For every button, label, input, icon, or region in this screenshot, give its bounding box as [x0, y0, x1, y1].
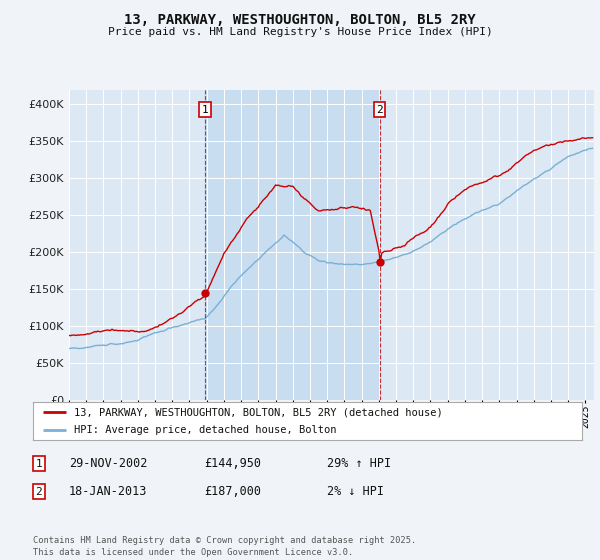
Text: 2% ↓ HPI: 2% ↓ HPI [327, 485, 384, 498]
Text: £187,000: £187,000 [204, 485, 261, 498]
Text: 18-JAN-2013: 18-JAN-2013 [69, 485, 148, 498]
Text: Price paid vs. HM Land Registry's House Price Index (HPI): Price paid vs. HM Land Registry's House … [107, 27, 493, 37]
Text: 13, PARKWAY, WESTHOUGHTON, BOLTON, BL5 2RY (detached house): 13, PARKWAY, WESTHOUGHTON, BOLTON, BL5 2… [74, 407, 443, 417]
Text: 1: 1 [202, 105, 209, 115]
Text: 1: 1 [35, 459, 43, 469]
Text: 13, PARKWAY, WESTHOUGHTON, BOLTON, BL5 2RY: 13, PARKWAY, WESTHOUGHTON, BOLTON, BL5 2… [124, 13, 476, 27]
Text: 2: 2 [376, 105, 383, 115]
Text: 2: 2 [35, 487, 43, 497]
Text: 29-NOV-2002: 29-NOV-2002 [69, 457, 148, 470]
Text: £144,950: £144,950 [204, 457, 261, 470]
Bar [205, 90, 380, 400]
Text: 29% ↑ HPI: 29% ↑ HPI [327, 457, 391, 470]
Text: HPI: Average price, detached house, Bolton: HPI: Average price, detached house, Bolt… [74, 424, 337, 435]
Text: Contains HM Land Registry data © Crown copyright and database right 2025.
This d: Contains HM Land Registry data © Crown c… [33, 536, 416, 557]
